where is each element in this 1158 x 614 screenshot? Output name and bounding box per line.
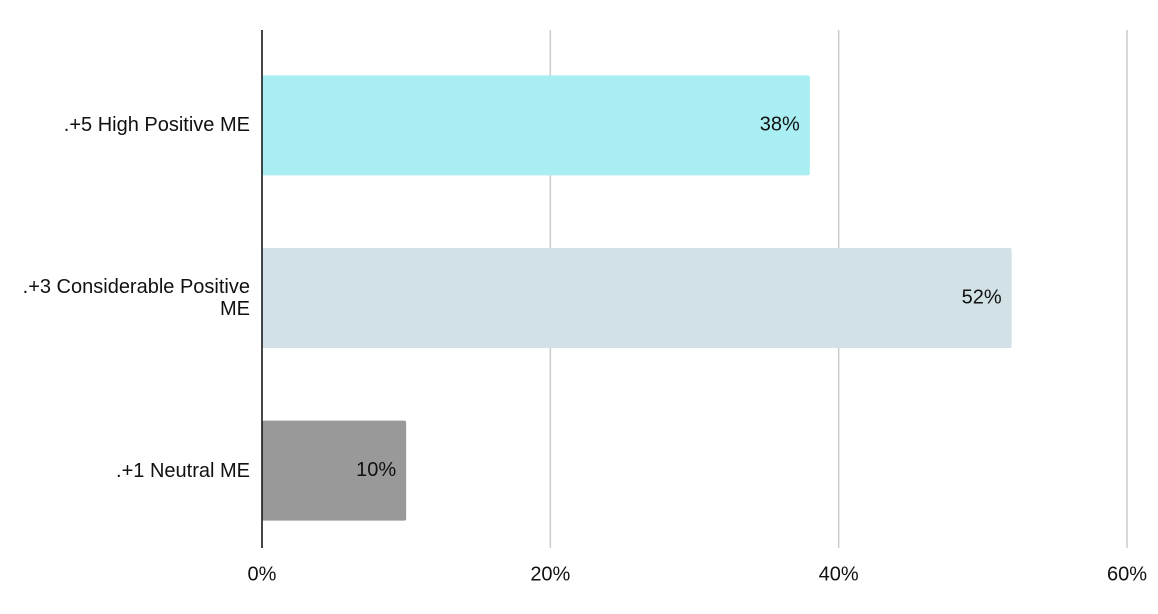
bar: [262, 420, 407, 521]
bar: [262, 248, 1012, 348]
x-tick-label: 60%: [1107, 563, 1147, 585]
x-tick-label: 20%: [530, 563, 570, 585]
x-tick-label: 0%: [248, 563, 277, 585]
value-label: 52%: [962, 286, 1002, 308]
x-tick-label: 40%: [819, 563, 859, 585]
value-label: 10%: [356, 459, 396, 481]
bar: [262, 75, 810, 176]
value-label: 38%: [760, 114, 800, 136]
y-tick-label: .+3 Considerable Positive ME: [22, 276, 250, 320]
y-tick-label: .+5 High Positive ME: [63, 114, 250, 137]
y-tick-label: .+1 Neutral ME: [116, 459, 250, 482]
